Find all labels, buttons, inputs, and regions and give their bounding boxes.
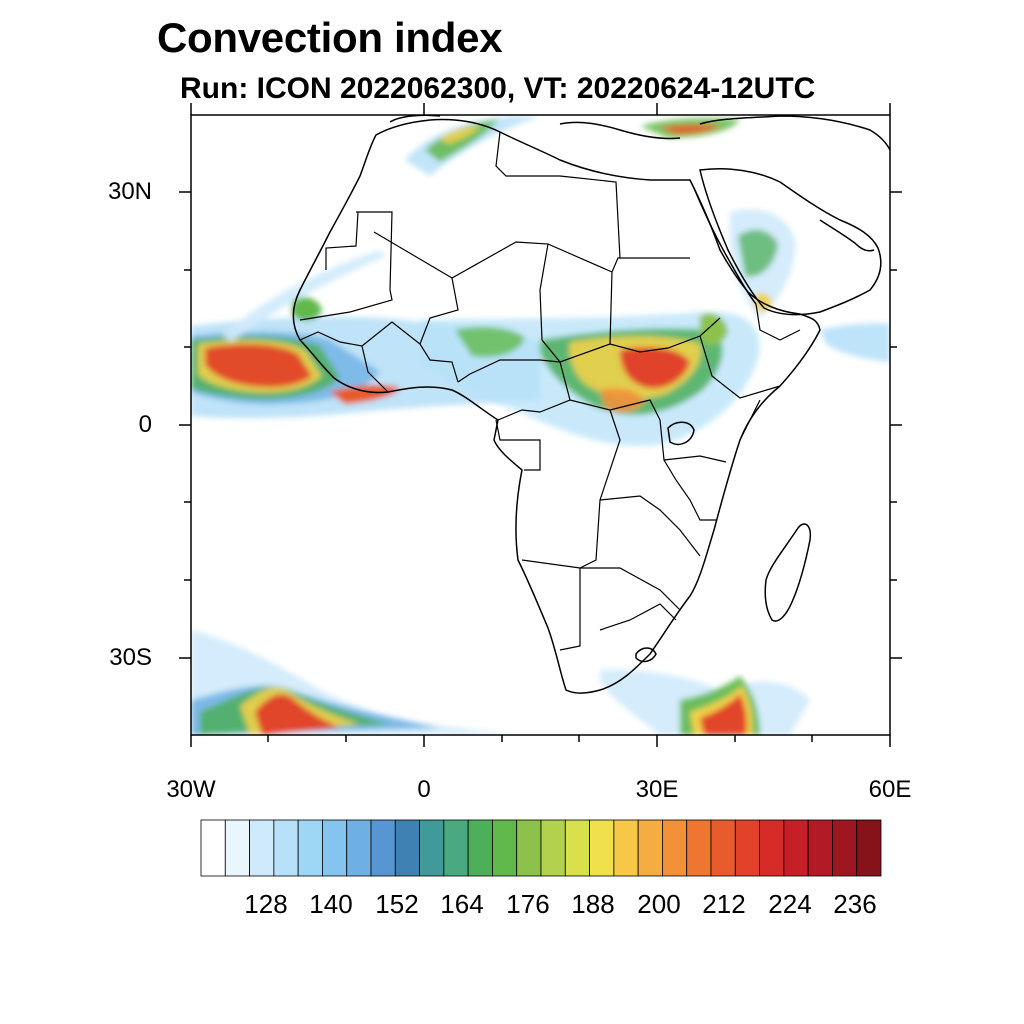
field-eastmed-red — [660, 124, 720, 134]
coastlines — [292, 115, 890, 694]
colorbar-swatch — [807, 819, 833, 877]
field-congo-orange — [600, 388, 645, 413]
colorbar-label: 236 — [833, 889, 877, 919]
colorbar-swatch — [564, 819, 590, 877]
colorbar-label: 212 — [702, 889, 746, 919]
map-title: Convection index — [157, 14, 503, 61]
colorbar-label: 176 — [506, 889, 550, 919]
field-sahel-streak — [222, 250, 386, 342]
colorbar-swatch — [686, 819, 712, 877]
lat-label-30n: 30N — [107, 178, 152, 205]
country-borders — [299, 131, 801, 651]
colorbar-swatch — [394, 819, 420, 877]
field-med-yellow — [440, 126, 480, 144]
lon-label-30e: 30E — [635, 776, 679, 803]
colorbar-label: 128 — [244, 889, 288, 919]
plot-frame — [179, 103, 902, 747]
colorbar-swatch — [759, 819, 785, 877]
colorbar-label: 200 — [637, 889, 681, 919]
colorbar-swatch — [637, 819, 663, 877]
lesotho — [635, 647, 657, 663]
lake-victoria — [667, 421, 695, 446]
colorbar-label: 224 — [768, 889, 812, 919]
colorbar-swatch — [249, 819, 275, 877]
field-arabia-yellow — [754, 292, 772, 312]
colorbar-swatch — [589, 819, 615, 877]
colorbar-swatch — [370, 819, 396, 877]
lon-label-60e: 60E — [868, 776, 912, 803]
colorbar-swatch — [297, 819, 323, 877]
colorbar-swatch — [322, 819, 348, 877]
field-senegal-green — [292, 297, 322, 321]
colorbar-label: 140 — [309, 889, 353, 919]
colorbar-swatch — [443, 819, 469, 877]
colorbar-swatch — [467, 819, 493, 877]
field-nigeria-green — [455, 326, 525, 358]
colorbar-swatch — [783, 819, 809, 877]
field-central-red — [620, 347, 690, 389]
map-subtitle: Run: ICON 2022062300, VT: 20220624-12UTC — [180, 72, 816, 105]
field-sind-red — [700, 694, 747, 735]
colorbar-label: 164 — [440, 889, 484, 919]
field-west-red — [205, 344, 312, 388]
convection-field — [191, 116, 890, 735]
lon-label-30w: 30W — [166, 776, 216, 803]
colorbar-swatch — [516, 819, 542, 877]
colorbar-swatch — [200, 819, 226, 877]
colorbar — [200, 819, 882, 877]
field-med-green — [425, 120, 498, 162]
lat-label-30s: 30S — [109, 644, 152, 671]
colorbar-swatch — [613, 819, 639, 877]
colorbar-swatch — [273, 819, 299, 877]
colorbar-swatch — [540, 819, 566, 877]
lat-label-equator: 0 — [138, 411, 152, 438]
field-guinea-red — [330, 385, 400, 404]
colorbar-swatch — [224, 819, 250, 877]
colorbar-swatch — [662, 819, 688, 877]
colorbar-swatch — [734, 819, 760, 877]
persian-gulf — [819, 219, 875, 252]
colorbar-swatch — [856, 819, 882, 877]
colorbar-swatch — [346, 819, 372, 877]
colorbar-label: 152 — [375, 889, 419, 919]
red-sea — [693, 187, 757, 305]
madagascar-coast — [764, 523, 812, 622]
lon-label-0: 0 — [417, 776, 431, 803]
field-ethiopia-green — [700, 313, 728, 346]
colorbar-swatch — [832, 819, 858, 877]
field-satl-red — [255, 694, 340, 735]
arabia-coast — [699, 168, 882, 316]
colorbar-swatch — [710, 819, 736, 877]
field-gulf-light — [820, 323, 890, 362]
colorbar-swatch — [419, 819, 445, 877]
colorbar-label: 188 — [571, 889, 615, 919]
colorbar-swatch — [492, 819, 518, 877]
field-arabia-green — [738, 229, 778, 277]
